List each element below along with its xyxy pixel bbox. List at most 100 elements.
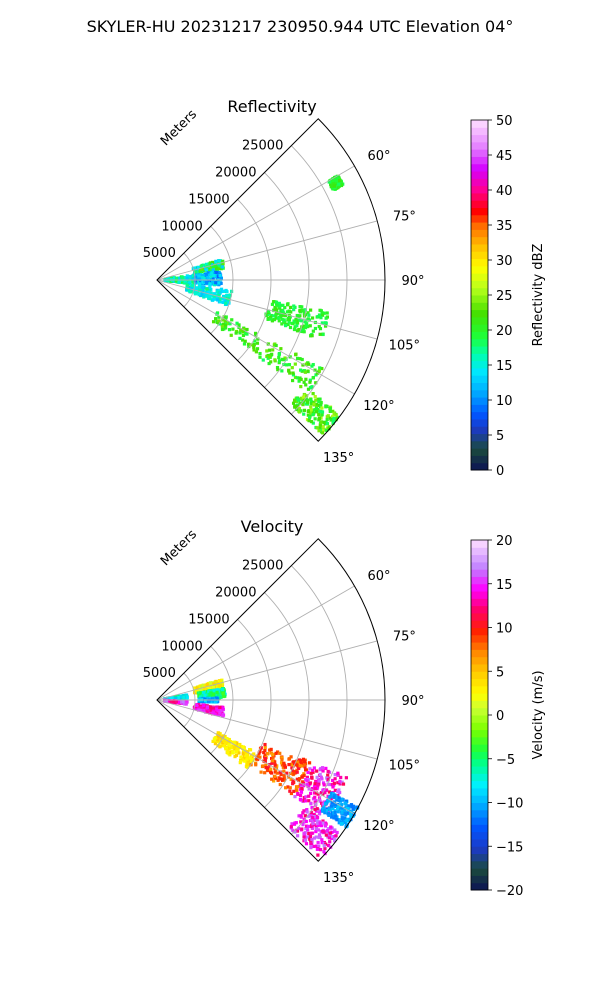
echo-gate	[194, 286, 198, 290]
echo-gate	[209, 274, 214, 278]
echo-gate	[306, 402, 310, 406]
echo-gate	[345, 818, 349, 822]
echo-gate	[321, 428, 325, 432]
echo-gate	[326, 843, 331, 848]
echo-gate	[199, 293, 203, 298]
echo-gate	[218, 297, 222, 301]
echo-gate	[329, 418, 333, 422]
colorbar-segment	[471, 120, 488, 128]
echo-gate	[305, 808, 309, 812]
echo-gate	[292, 398, 297, 402]
echo-gate	[198, 695, 203, 700]
echo-gate	[266, 317, 270, 321]
echo-gate	[299, 760, 303, 764]
radial-tick-label: 25000	[242, 139, 283, 154]
echo-gate	[312, 836, 317, 840]
colorbar-segment	[471, 722, 488, 731]
echo-gate	[349, 815, 353, 819]
radial-tick-label: 5000	[143, 246, 176, 261]
colorbar-segment	[471, 185, 488, 194]
echo-gate	[279, 347, 283, 351]
echo-gate	[212, 295, 216, 299]
echo-gate	[300, 827, 304, 831]
echo-gate	[307, 318, 312, 322]
echo-gate	[198, 270, 202, 274]
echo-gate	[235, 747, 239, 751]
echo-gate	[286, 302, 290, 306]
echo-gate	[269, 315, 273, 320]
echo-gate	[269, 360, 273, 364]
echo-gate	[315, 426, 319, 430]
echo-gate	[321, 332, 325, 337]
colorbar-tick-label: 25	[496, 289, 513, 304]
echo-gate	[241, 333, 246, 338]
echo-gate	[217, 259, 221, 263]
echo-gate	[188, 277, 192, 281]
echo-gate	[193, 279, 198, 283]
echo-data	[163, 678, 360, 857]
echo-gate	[314, 799, 318, 803]
echo-gate	[280, 758, 284, 762]
polar-grid	[156, 565, 385, 862]
echo-gate	[197, 280, 201, 284]
echo-gate	[197, 685, 201, 689]
echo-gate	[318, 835, 322, 840]
echo-gate	[273, 774, 277, 778]
echo-gate	[259, 770, 263, 774]
echo-gate	[209, 265, 214, 270]
echo-gate	[306, 784, 310, 788]
echo-gate	[274, 300, 279, 304]
echo-gate	[272, 300, 276, 304]
echo-gate	[306, 311, 310, 315]
azimuth-tick-label: 75°	[393, 209, 416, 224]
echo-region	[163, 698, 189, 706]
echo-gate	[302, 311, 306, 315]
echo-gate	[339, 806, 343, 810]
echo-gate	[269, 317, 273, 321]
polar-grid	[156, 145, 385, 442]
colorbar-tick-label: 10	[496, 394, 513, 409]
echo-gate	[212, 273, 216, 278]
echo-gate	[293, 830, 297, 834]
echo-gate	[292, 308, 296, 312]
azimuth-spoke	[156, 279, 355, 395]
colorbar-tick-label: −20	[496, 884, 523, 899]
echo-gate	[287, 317, 292, 321]
echo-gate	[208, 268, 213, 272]
echo-gate	[218, 705, 222, 709]
echo-gate	[219, 281, 223, 285]
echo-gate	[181, 275, 185, 279]
echo-gate	[287, 762, 291, 767]
echo-gate	[302, 330, 306, 334]
echo-gate	[272, 314, 276, 318]
echo-gate	[271, 755, 275, 759]
echo-gate	[302, 369, 306, 373]
echo-gate	[313, 368, 317, 372]
colorbar-segment	[471, 149, 488, 157]
colorbar-segment	[471, 875, 488, 884]
echo-gate	[241, 338, 245, 342]
echo-gate	[302, 763, 306, 767]
echo-gate	[294, 397, 298, 401]
echo-gate	[304, 397, 308, 401]
echo-gate	[321, 769, 325, 773]
echo-gate	[218, 683, 223, 688]
echo-gate	[344, 799, 348, 803]
echo-gate	[288, 305, 293, 309]
echo-gate	[315, 402, 319, 406]
echo-gate	[330, 830, 334, 834]
colorbar-segment	[471, 605, 488, 614]
colorbar-segment	[471, 295, 488, 303]
echo-gate	[338, 818, 342, 822]
echo-gate	[314, 381, 318, 385]
echo-gate	[337, 821, 341, 825]
colorbar-segment	[471, 598, 488, 607]
echo-gate	[212, 682, 216, 686]
echo-gate	[317, 313, 322, 317]
panel-title: Reflectivity	[227, 97, 316, 116]
echo-gate	[217, 289, 222, 293]
echo-gate	[290, 828, 295, 832]
echo-gate	[227, 743, 231, 747]
echo-gate	[308, 834, 313, 839]
echo-region	[289, 808, 339, 857]
